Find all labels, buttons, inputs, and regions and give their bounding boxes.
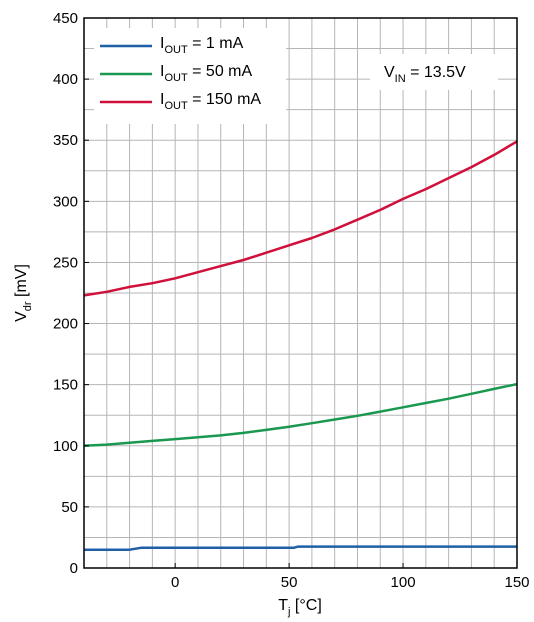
series-line-1 (84, 545, 517, 551)
series-layer (83, 140, 518, 551)
y-tick-label: 300 (53, 193, 78, 210)
y-tick-label: 450 (53, 10, 78, 27)
x-axis-title-sub: j (287, 606, 290, 618)
vin-annotation-sub: IN (395, 73, 406, 85)
y-tick-label: 400 (53, 71, 78, 88)
legend-label-main: I (160, 35, 164, 52)
y-tick-label: 50 (61, 499, 78, 516)
x-tick-label: 150 (504, 574, 529, 591)
legend-label-sub: OUT (164, 100, 188, 112)
legend-label-sub: OUT (164, 44, 188, 56)
series-line-2 (83, 382, 518, 448)
x-tick-label: 0 (171, 574, 179, 591)
y-axis-title: Vdr [mV] (13, 264, 34, 322)
legend-label-2: IOUT = 50 mA (160, 63, 252, 84)
y-tick-label: 100 (53, 438, 78, 455)
vin-annotation: VIN = 13.5V (384, 64, 466, 85)
y-tick-label: 250 (53, 254, 78, 271)
x-axis-title-unit: [°C] (290, 597, 321, 614)
y-axis-title-sub: dr (22, 301, 34, 311)
y-tick-label: 0 (70, 560, 78, 577)
x-axis-title-main: T (278, 597, 288, 614)
y-axis: 0 50 100 150 200 250 300 350 400 450 (53, 10, 89, 577)
plot-frame (83, 17, 518, 569)
legend-label-rest: = 50 mA (188, 63, 253, 80)
y-tick-label: 150 (53, 377, 78, 394)
annotation-background (370, 54, 498, 90)
x-axis: 0 50 100 150 (171, 563, 530, 591)
legend-label-rest: = 150 mA (188, 91, 262, 108)
legend-label-main: I (160, 91, 164, 108)
legend-label-main: I (160, 63, 164, 80)
vin-annotation-main: V (384, 64, 395, 81)
legend-label-sub: OUT (164, 72, 188, 84)
y-tick-label: 350 (53, 132, 78, 149)
y-axis-title-unit: [mV] (13, 264, 30, 301)
vin-annotation-rest: = 13.5V (406, 64, 466, 81)
x-tick-label: 50 (281, 574, 298, 591)
legend-background (94, 28, 286, 124)
legend-label-rest: = 1 mA (188, 35, 244, 52)
x-axis-title: Tj [°C] (278, 597, 322, 618)
legend-label-1: IOUT = 1 mA (160, 35, 244, 56)
x-tick-label: 100 (391, 574, 416, 591)
series-line-3 (83, 140, 518, 297)
y-tick-label: 200 (53, 316, 78, 333)
legend-label-3: IOUT = 150 mA (160, 91, 261, 112)
y-axis-title-main: V (13, 311, 30, 322)
